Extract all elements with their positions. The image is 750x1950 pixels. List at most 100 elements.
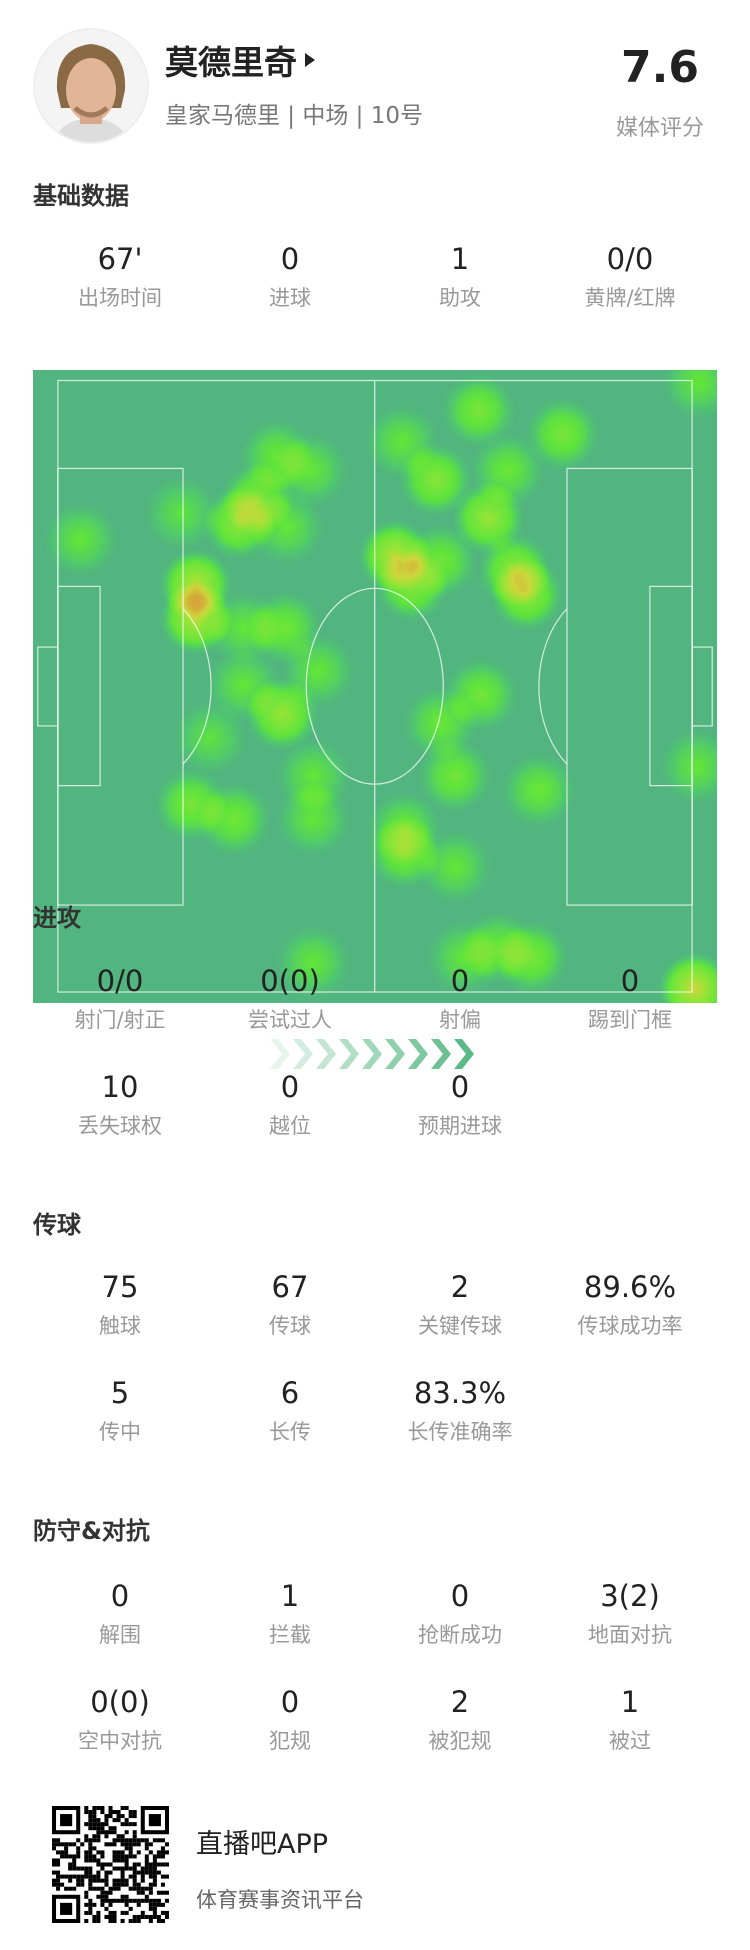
stat-label: 丢失球权 — [78, 1114, 162, 1138]
stat-value: 0 — [450, 964, 470, 998]
stat-basic: 67' 出场时间 — [35, 242, 205, 312]
stat-attack: 0 踢到门框 — [545, 964, 715, 1034]
stat-label: 助攻 — [439, 286, 481, 310]
stat-defense: 0 犯规 — [205, 1685, 375, 1755]
stat-basic: 1 助攻 — [375, 242, 545, 312]
chevron-right-icon — [270, 1039, 290, 1069]
stat-value: 6 — [280, 1376, 300, 1410]
stat-value: 0 — [450, 1579, 470, 1613]
stat-label: 出场时间 — [78, 286, 162, 310]
stat-value: 0/0 — [96, 964, 144, 998]
stat-label: 长传准确率 — [407, 1420, 513, 1444]
stat-passing: 6 长传 — [205, 1376, 375, 1446]
stat-value: 5 — [110, 1376, 130, 1410]
stat-value: 3(2) — [600, 1579, 660, 1613]
stat-defense: 2 被犯规 — [375, 1685, 545, 1755]
stat-attack: 10 丢失球权 — [35, 1070, 205, 1140]
media-rating-label: 媒体评分 — [615, 116, 704, 141]
stat-value: 89.6% — [583, 1270, 677, 1304]
player-photo-icon — [35, 30, 147, 142]
chevron-right-icon — [454, 1039, 474, 1069]
stat-value: 10 — [101, 1070, 139, 1104]
app-slogan: 体育赛事资讯平台 — [196, 1888, 364, 1912]
section-title-defense: 防守&对抗 — [33, 1517, 150, 1545]
stat-label: 预期进球 — [418, 1114, 502, 1138]
stat-value: 0 — [280, 1685, 300, 1719]
qr-code[interactable] — [52, 1806, 169, 1923]
chevron-right-icon — [316, 1039, 336, 1069]
stat-label: 长传 — [269, 1420, 311, 1444]
stat-label: 被过 — [609, 1729, 651, 1753]
stat-defense: 0 抢断成功 — [375, 1579, 545, 1649]
chevron-right-icon — [293, 1039, 313, 1069]
stat-value: 0 — [110, 1579, 130, 1613]
stat-value: 75 — [101, 1270, 139, 1304]
chevron-right-icon — [362, 1039, 382, 1069]
stat-basic: 0 进球 — [205, 242, 375, 312]
stat-label: 拦截 — [269, 1623, 311, 1647]
stat-attack: 0(0) 尝试过人 — [205, 964, 375, 1034]
player-subtitle: 皇家马德里 | 中场 | 10号 — [165, 103, 424, 129]
pitch-lines — [37, 379, 713, 993]
stat-label: 射偏 — [439, 1008, 481, 1032]
section-title-passing: 传球 — [33, 1211, 81, 1239]
stat-value: 0 — [620, 964, 640, 998]
stat-value: 67 — [271, 1270, 309, 1304]
chevron-right-icon — [339, 1039, 359, 1069]
stat-defense: 0(0) 空中对抗 — [35, 1685, 205, 1755]
stat-label: 尝试过人 — [248, 1008, 332, 1032]
section-title-attack: 进攻 — [33, 904, 81, 932]
stat-passing: 89.6% 传球成功率 — [545, 1270, 715, 1340]
stat-value: 1 — [280, 1579, 300, 1613]
stat-label: 进球 — [269, 286, 311, 310]
player-name-link[interactable]: 莫德里奇 — [165, 36, 315, 84]
stat-value: 67' — [97, 242, 143, 276]
stat-label: 关键传球 — [418, 1314, 502, 1338]
stat-attack: 0 越位 — [205, 1070, 375, 1140]
media-rating: 7.6 — [621, 42, 699, 93]
stat-passing: 5 传中 — [35, 1376, 205, 1446]
stat-attack: 0 预期进球 — [375, 1070, 545, 1140]
stat-label: 越位 — [269, 1114, 311, 1138]
stat-value: 0(0) — [90, 1685, 150, 1719]
heatmap-pitch — [33, 370, 717, 1003]
stat-attack: 0/0 射门/射正 — [35, 964, 205, 1034]
stat-label: 传球成功率 — [577, 1314, 683, 1338]
stat-attack: 0 射偏 — [375, 964, 545, 1034]
stat-value: 1 — [620, 1685, 640, 1719]
stat-value: 0 — [450, 1070, 470, 1104]
stat-label: 抢断成功 — [418, 1623, 502, 1647]
stat-label: 犯规 — [269, 1729, 311, 1753]
qr-code-icon — [52, 1806, 169, 1923]
stat-label: 触球 — [99, 1314, 141, 1338]
stat-label: 被犯规 — [428, 1729, 492, 1753]
stat-defense: 0 解围 — [35, 1579, 205, 1649]
stat-basic: 0/0 黄牌/红牌 — [545, 242, 715, 312]
stat-defense: 3(2) 地面对抗 — [545, 1579, 715, 1649]
stat-label: 黄牌/红牌 — [584, 286, 676, 310]
stat-value: 2 — [450, 1685, 470, 1719]
stat-value: 0(0) — [260, 964, 320, 998]
stat-label: 踢到门框 — [588, 1008, 672, 1032]
stat-passing: 2 关键传球 — [375, 1270, 545, 1340]
chevron-right-icon — [431, 1039, 451, 1069]
stat-value: 0 — [280, 1070, 300, 1104]
stat-value: 1 — [450, 242, 470, 276]
attack-direction-arrows — [270, 1036, 477, 1072]
stat-value: 2 — [450, 1270, 470, 1304]
stat-label: 空中对抗 — [78, 1729, 162, 1753]
stat-value: 0/0 — [606, 242, 654, 276]
stat-passing: 75 触球 — [35, 1270, 205, 1340]
player-avatar[interactable] — [33, 28, 149, 144]
section-title-basic: 基础数据 — [33, 182, 129, 210]
stat-passing: 83.3% 长传准确率 — [375, 1376, 545, 1446]
stat-label: 传球 — [269, 1314, 311, 1338]
player-name: 莫德里奇 — [165, 43, 297, 82]
chevron-right-icon — [408, 1039, 428, 1069]
app-name: 直播吧APP — [196, 1829, 329, 1860]
stat-passing: 67 传球 — [205, 1270, 375, 1340]
stat-defense: 1 被过 — [545, 1685, 715, 1755]
stat-label: 地面对抗 — [588, 1623, 672, 1647]
stat-value: 0 — [280, 242, 300, 276]
stat-label: 射门/射正 — [74, 1008, 166, 1032]
